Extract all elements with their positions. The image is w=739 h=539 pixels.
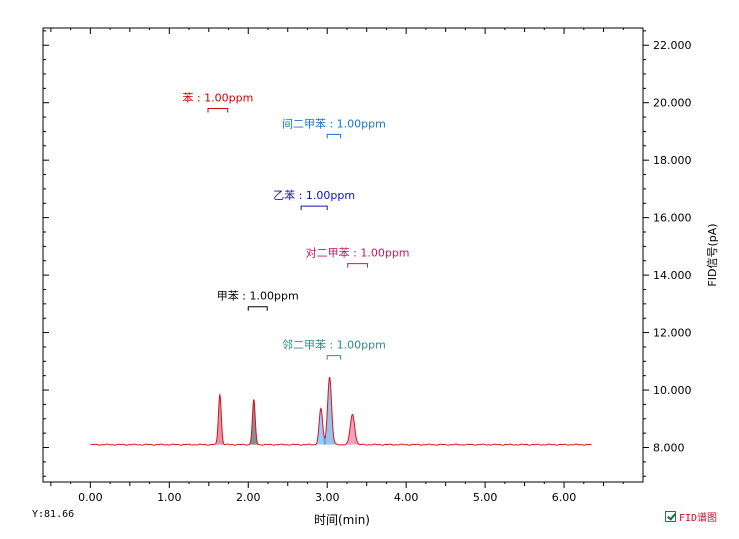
peak-annotations: 苯 : 1.00ppm 间二甲苯 : 1.00ppm 乙苯 : 1.00ppm 对二甲… <box>182 90 410 360</box>
peak-annotation-label: 乙苯 : 1.00ppm <box>273 188 355 202</box>
x-axis-ticks: 0.00 1.00 2.00 3.00 4.00 5.00 6.00 <box>50 28 624 504</box>
legend-label: FID谱图 <box>679 513 718 524</box>
y-tick-label: 12.000 <box>653 327 692 340</box>
peak-annotation-label: 甲苯 : 1.00ppm <box>217 289 299 303</box>
peak-bracket <box>300 205 328 211</box>
peak-annotation-label: 苯 : 1.00ppm <box>182 90 253 104</box>
legend-checkbox[interactable] <box>665 511 676 522</box>
x-tick-label: 4.00 <box>394 491 419 504</box>
peak-bracket <box>326 355 342 360</box>
y-tick-label: 8.000 <box>653 442 685 455</box>
peak-bracket <box>247 306 268 311</box>
peak-bracket <box>207 107 229 113</box>
x-tick-label: 2.00 <box>236 491 261 504</box>
x-tick-label: 1.00 <box>157 491 182 504</box>
peak-annotation-label: 对二甲苯 : 1.00ppm <box>306 246 410 260</box>
y-tick-label: 18.000 <box>653 154 692 167</box>
peak-bracket <box>347 263 368 268</box>
x-tick-label: 6.00 <box>552 491 577 504</box>
y-tick-label: 10.000 <box>653 384 692 397</box>
peak-bracket <box>326 133 342 139</box>
y-tick-label: 20.000 <box>653 97 692 110</box>
y-axis-label: FID信号(pA) <box>706 223 719 286</box>
y-value-readout: Y:81.66 <box>32 509 75 520</box>
peak-annotation-label: 间二甲苯 : 1.00ppm <box>282 116 386 130</box>
y-tick-label: 22.000 <box>653 39 692 52</box>
legend-fid-spectrum[interactable]: FID谱图 <box>665 509 717 524</box>
peak-annotation-label: 邻二甲苯 : 1.00ppm <box>282 338 386 352</box>
y-tick-label: 16.000 <box>653 212 692 225</box>
x-tick-label: 3.00 <box>315 491 340 504</box>
y-tick-label: 14.000 <box>653 269 692 282</box>
y-axis-ticks: 8.000 10.000 12.000 14.000 16.000 18.000 20.00… <box>43 30 692 477</box>
chromatogram-trace <box>90 376 592 446</box>
x-tick-label: 0.00 <box>78 491 103 504</box>
x-axis-label: 时间(min) <box>314 513 370 527</box>
x-tick-label: 5.00 <box>473 491 498 504</box>
peak-fills <box>215 377 360 445</box>
plot-frame <box>42 27 644 483</box>
